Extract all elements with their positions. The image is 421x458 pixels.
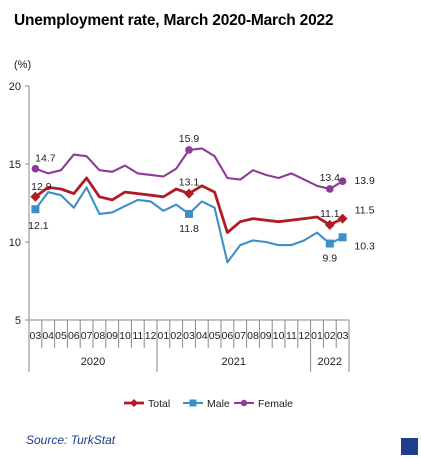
x-tick-label: 06 (222, 330, 234, 342)
year-group-label: 2020 (81, 356, 105, 368)
x-tick-label: 04 (42, 330, 54, 342)
data-label-female: 13.9 (354, 175, 375, 187)
data-marker-total (30, 191, 41, 202)
x-tick-label: 03 (30, 330, 42, 342)
x-tick-label: 02 (324, 330, 336, 342)
data-marker-total (324, 219, 335, 230)
x-tick-label: 03 (183, 330, 195, 342)
x-tick-label: 11 (132, 330, 143, 342)
data-marker-male (31, 205, 40, 214)
data-marker-male (325, 239, 334, 248)
data-label-female: 14.7 (35, 153, 56, 165)
data-label-total: 11.1 (320, 208, 340, 220)
data-label-female: 15.9 (179, 133, 200, 145)
x-tick-label: 10 (273, 330, 285, 342)
x-tick-label: 05 (55, 330, 67, 342)
y-axis-unit-label: (%) (14, 59, 31, 71)
x-tick-label: 09 (106, 330, 118, 342)
data-marker-total (184, 188, 194, 199)
data-label-female: 13.4 (320, 172, 341, 184)
y-tick-label: 10 (9, 237, 21, 249)
data-label-male: 11.8 (179, 223, 199, 235)
x-tick-label: 03 (337, 330, 349, 342)
x-tick-label: 09 (260, 330, 272, 342)
x-tick-label: 08 (247, 330, 259, 342)
year-group-label: 2022 (318, 356, 342, 368)
x-tick-label: 06 (68, 330, 80, 342)
data-marker-total (337, 213, 348, 224)
x-tick-label: 01 (158, 330, 170, 342)
x-tick-label: 10 (119, 330, 131, 342)
data-marker-female (185, 146, 193, 154)
legend: Total Male Female (124, 398, 293, 410)
data-marker-female (338, 177, 347, 185)
data-marker-female (31, 164, 40, 173)
legend-marker-female (240, 399, 248, 407)
legend-label-male: Male (207, 398, 230, 410)
x-tick-label: 04 (196, 330, 208, 342)
data-label-male: 10.3 (354, 240, 375, 252)
data-label-male: 12.1 (28, 220, 49, 232)
y-tick-label: 20 (9, 81, 21, 93)
x-tick-label: 01 (311, 330, 323, 342)
series-layer (30, 146, 348, 264)
x-tick-label: 11 (286, 330, 297, 342)
data-label-total: 12.9 (31, 181, 52, 193)
data-marker-female (326, 185, 334, 193)
year-group-label: 2021 (222, 356, 246, 368)
legend-label-female: Female (258, 398, 293, 410)
data-label-male: 9.9 (322, 253, 337, 265)
x-tick-label: 12 (298, 330, 310, 342)
corner-logo-block (401, 438, 418, 455)
data-label-total: 11.5 (355, 205, 375, 217)
y-tick-label: 15 (9, 159, 21, 171)
x-tick-label: 12 (145, 330, 157, 342)
data-label-total: 13.1 (179, 177, 200, 189)
x-tick-label: 02 (170, 330, 182, 342)
legend-marker-male (189, 399, 197, 407)
x-tick-label: 05 (209, 330, 221, 342)
data-labels-layer: 12.9 13.1 11.1 11.5 12.1 11.8 9.9 10.3 14.7 15.9 1… (28, 133, 375, 265)
x-tick-label: 08 (94, 330, 106, 342)
source-note: Source: TurkStat (26, 433, 116, 447)
x-tick-label: 07 (234, 330, 246, 342)
chart-title: Unemployment rate, March 2020-March 2022 (14, 12, 334, 29)
x-tick-label: 07 (81, 330, 93, 342)
data-marker-male (185, 209, 193, 218)
data-marker-male (338, 233, 347, 242)
legend-label-total: Total (148, 398, 170, 410)
y-tick-label: 5 (15, 315, 21, 327)
legend-marker-total (130, 399, 138, 407)
